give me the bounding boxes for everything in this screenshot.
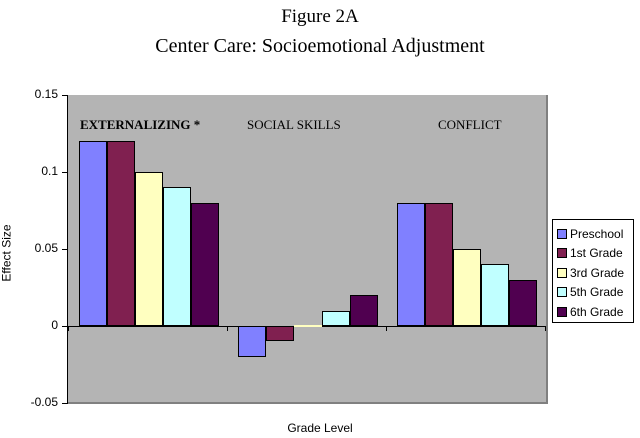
bar-6th-grade — [191, 203, 219, 326]
y-tick-label: 0.05 — [34, 241, 58, 255]
legend-swatch-icon — [557, 228, 567, 239]
y-axis-title: Effect Size — [0, 224, 14, 282]
legend-item: Preschool — [557, 224, 633, 244]
legend-item: 5th Grade — [557, 283, 633, 303]
bar-6th-grade — [350, 295, 378, 326]
legend-swatch-icon — [557, 306, 567, 317]
legend-item: 1st Grade — [557, 244, 633, 264]
y-tick — [62, 172, 68, 173]
legend-item: 3rd Grade — [557, 263, 633, 283]
y-tick-label: 0.1 — [41, 164, 58, 178]
x-axis-title: Grade Level — [287, 421, 353, 435]
bar-1st-grade — [107, 141, 135, 326]
legend-swatch-icon — [557, 248, 567, 259]
legend-label: 1st Grade — [570, 246, 623, 261]
bar-5th-grade — [163, 187, 191, 326]
legend-item: 6th Grade — [557, 302, 633, 322]
y-tick — [62, 326, 68, 327]
bar-1st-grade — [425, 203, 453, 326]
y-tick — [62, 95, 68, 96]
y-tick-label: -0.05 — [30, 395, 58, 409]
legend-label: 5th Grade — [570, 285, 624, 300]
bar-preschool — [397, 203, 425, 326]
category-label: EXTERNALIZING * — [80, 117, 201, 132]
bar-6th-grade — [509, 280, 537, 326]
y-tick — [62, 249, 68, 250]
y-tick-label: 0 — [51, 318, 58, 332]
y-tick-label: 0.15 — [34, 87, 58, 101]
category-label: CONFLICT — [438, 117, 502, 132]
bar-3rd-grade — [135, 172, 163, 326]
category-label: SOCIAL SKILLS — [247, 117, 341, 132]
bar-3rd-grade — [453, 249, 481, 326]
legend-label: 6th Grade — [570, 304, 624, 319]
bar-5th-grade — [322, 311, 350, 326]
legend: Preschool 1st Grade 3rd Grade 5th Grade 6th … — [552, 219, 634, 323]
x-tick — [386, 326, 387, 331]
legend-label: 3rd Grade — [570, 265, 625, 280]
x-tick — [68, 326, 69, 331]
legend-swatch-icon — [557, 267, 567, 278]
bar-5th-grade — [481, 264, 509, 326]
bar-3rd-grade — [294, 325, 322, 327]
figure-number: Figure 2A — [281, 6, 359, 27]
x-tick — [545, 326, 546, 331]
y-tick — [62, 403, 68, 404]
legend-label: Preschool — [570, 226, 624, 241]
bar-preschool — [79, 141, 107, 326]
x-tick — [227, 326, 228, 331]
bar-preschool — [238, 326, 266, 357]
chart-title: Center Care: Socioemotional Adjustment — [155, 35, 485, 57]
legend-swatch-icon — [557, 287, 567, 298]
bar-1st-grade — [266, 326, 294, 341]
